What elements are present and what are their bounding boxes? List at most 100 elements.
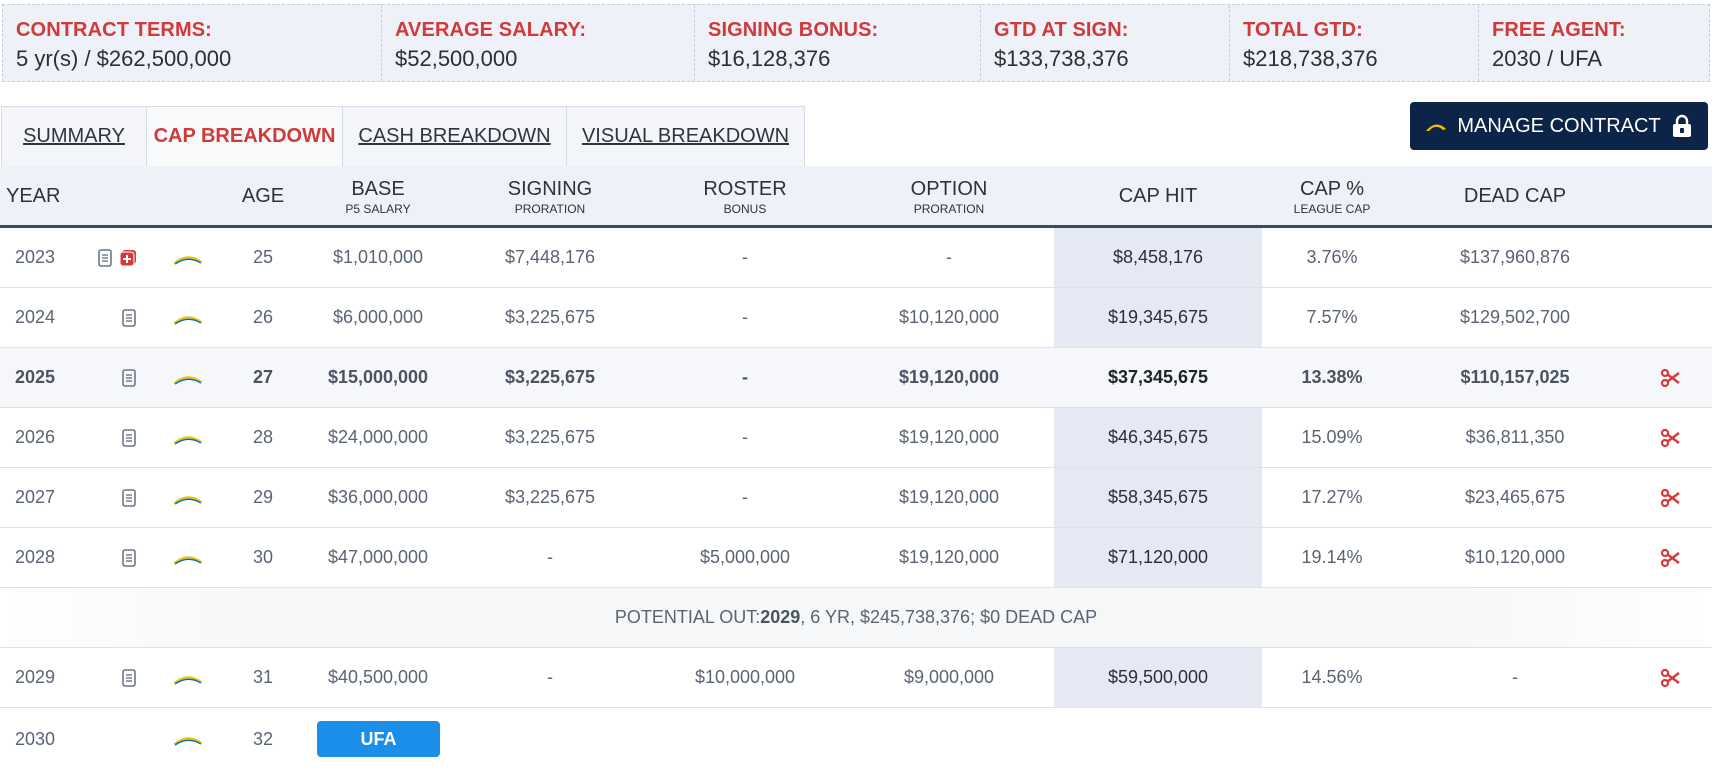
summary-label: GTD AT SIGN:: [994, 19, 1129, 41]
header-roster: ROSTER BONUS: [682, 178, 808, 216]
cell-signing: -: [547, 667, 553, 687]
cell-age: 28: [252, 427, 274, 447]
summary-value: 5 yr(s) / $262,500,000: [16, 46, 232, 71]
summary-value: $133,738,376: [994, 46, 1129, 71]
doc-icon[interactable]: [118, 288, 140, 347]
cell-dead-cap: $110,157,025: [1460, 367, 1570, 387]
cell-dead-cap: $137,960,876: [1459, 247, 1571, 267]
bolt-icon: [170, 228, 206, 287]
bolt-icon: [170, 528, 206, 587]
cell-option: $19,120,000: [898, 427, 1000, 447]
cell-option: -: [946, 247, 952, 267]
cell-base: $1,010,000: [332, 247, 424, 267]
cell-roster: -: [742, 367, 748, 387]
scissors-icon[interactable]: [1656, 648, 1684, 707]
doc-icon[interactable]: [118, 468, 140, 527]
breakdown-tabs: SUMMARY CAP BREAKDOWN CASH BREAKDOWN VIS…: [1, 106, 805, 166]
bolt-icon: [170, 348, 206, 407]
doc-icon[interactable]: [118, 408, 140, 467]
cell-cap-pct: 15.09%: [1301, 427, 1363, 447]
scissors-icon[interactable]: [1656, 528, 1684, 587]
cell-dead-cap: $36,811,350: [1465, 427, 1565, 447]
cell-roster: -: [742, 307, 748, 327]
table-row: 2030 32: [0, 708, 1712, 772]
summary-average-salary: AVERAGE SALARY: $52,500,000: [382, 5, 695, 81]
header-roster-label: ROSTER: [703, 178, 787, 200]
cell-signing: $7,448,176: [504, 247, 596, 267]
contract-summary-bar: CONTRACT TERMS: 5 yr(s) / $262,500,000 A…: [2, 4, 1710, 82]
cell-option: $19,120,000: [898, 487, 1000, 507]
scissors-icon[interactable]: [1656, 468, 1684, 527]
table-row: 2029 31 $40,500,000 - $10,000,000 $9,000…: [0, 648, 1712, 708]
tab-cap-breakdown[interactable]: CAP BREAKDOWN: [147, 107, 343, 166]
cell-age: 29: [252, 487, 274, 507]
summary-signing-bonus: SIGNING BONUS: $16,128,376: [695, 5, 981, 81]
summary-value: $218,738,376: [1243, 46, 1378, 71]
cell-year: 2029: [14, 667, 56, 687]
cell-base: $24,000,000: [327, 427, 429, 447]
header-option-label: OPTION: [910, 178, 988, 200]
medical-add-icon[interactable]: [116, 228, 140, 287]
header-option-sublabel: PRORATION: [913, 202, 985, 216]
table-header: YEAR AGE BASE P5 SALARY SIGNING PRORATIO…: [0, 166, 1712, 228]
lock-icon: [1672, 114, 1691, 137]
cell-roster: -: [742, 427, 748, 447]
summary-value: 2030 / UFA: [1492, 46, 1603, 71]
header-year-label: YEAR: [6, 185, 61, 207]
header-dead-cap-label: DEAD CAP: [1463, 185, 1567, 207]
manage-contract-button[interactable]: MANAGE CONTRACT: [1410, 102, 1708, 150]
cell-dead-cap: $23,465,675: [1464, 487, 1566, 507]
header-cap-pct-label: CAP %: [1299, 178, 1365, 200]
cell-roster: -: [742, 487, 748, 507]
table-row: 2026 28 $24,000,000 $3,225,675 - $19,120…: [0, 408, 1712, 468]
doc-icon[interactable]: [94, 228, 116, 287]
cell-dead-cap: $10,120,000: [1464, 547, 1566, 567]
ufa-badge-button[interactable]: UFA: [317, 721, 440, 757]
header-year: YEAR: [6, 185, 60, 208]
cell-base: $15,000,000: [327, 367, 429, 387]
summary-contract-terms: CONTRACT TERMS: 5 yr(s) / $262,500,000: [3, 5, 382, 81]
summary-label: AVERAGE SALARY:: [395, 19, 587, 41]
doc-icon[interactable]: [118, 528, 140, 587]
tab-visual-breakdown[interactable]: VISUAL BREAKDOWN: [581, 125, 790, 147]
scissors-icon[interactable]: [1656, 348, 1684, 407]
cell-cap-hit: $58,345,675: [1107, 487, 1209, 507]
cell-base: $40,500,000: [327, 667, 429, 687]
header-signing-label: SIGNING: [507, 178, 593, 200]
summary-free-agent: FREE AGENT: 2030 / UFA: [1479, 5, 1709, 81]
header-base-sublabel: P5 SALARY: [345, 202, 411, 216]
doc-icon[interactable]: [118, 348, 140, 407]
summary-value: $16,128,376: [708, 46, 831, 71]
tab-cash-breakdown[interactable]: CASH BREAKDOWN: [343, 107, 567, 166]
doc-icon[interactable]: [118, 648, 140, 707]
summary-gtd-at-sign: GTD AT SIGN: $133,738,376: [981, 5, 1230, 81]
header-signing: SIGNING PRORATION: [488, 178, 612, 216]
header-age-label: AGE: [241, 185, 285, 207]
cell-signing: $3,225,675: [504, 427, 596, 447]
cell-roster: $5,000,000: [699, 547, 791, 567]
table-row: 2027 29 $36,000,000 $3,225,675 - $19,120…: [0, 468, 1712, 528]
cell-dead-cap: $129,502,700: [1459, 307, 1571, 327]
cell-cap-hit: $46,345,675: [1107, 427, 1209, 447]
cell-cap-pct: 3.76%: [1306, 247, 1358, 267]
cell-signing: -: [547, 547, 553, 567]
tab-summary[interactable]: SUMMARY: [2, 107, 147, 166]
cell-age: 32: [252, 728, 274, 749]
summary-label: SIGNING BONUS:: [708, 19, 879, 41]
header-signing-sublabel: PRORATION: [514, 202, 586, 216]
cell-year: 2025: [14, 367, 56, 387]
table-row: 2024 26 $6,000,000 $3,225,675 - $10,120,…: [0, 288, 1712, 348]
cell-dead-cap: -: [1512, 667, 1518, 687]
bolt-icon: [170, 408, 206, 467]
manage-contract-label: MANAGE CONTRACT: [1457, 114, 1661, 137]
scissors-icon[interactable]: [1656, 408, 1684, 467]
cell-cap-hit: $71,120,000: [1107, 547, 1209, 567]
table-row-current: 2025 27 $15,000,000 $3,225,675 - $19,120…: [0, 348, 1712, 408]
cell-age: 31: [252, 667, 274, 687]
header-cap-pct: CAP % LEAGUE CAP: [1272, 178, 1392, 216]
cell-age: 26: [252, 307, 274, 327]
header-dead-cap: DEAD CAP: [1440, 185, 1590, 208]
cell-age: 25: [252, 247, 274, 267]
table-row: 2023 25 $1,010,000 $7,448,176 - - $8,458…: [0, 228, 1712, 288]
cell-cap-hit: $37,345,675: [1107, 367, 1209, 387]
